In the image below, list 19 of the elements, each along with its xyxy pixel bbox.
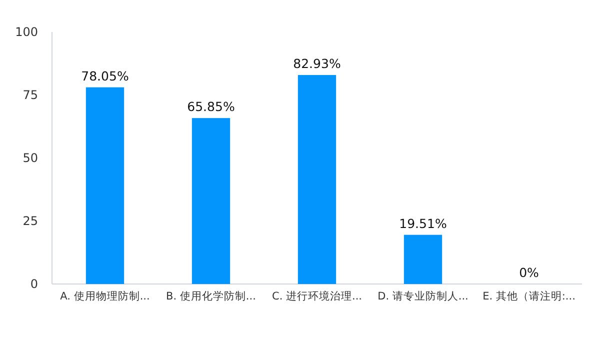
data-label: 82.93% — [293, 56, 341, 72]
y-tick-label: 50 — [22, 150, 38, 165]
y-tick-label: 100 — [15, 24, 38, 39]
y-tick-label: 25 — [22, 214, 38, 228]
bar — [86, 87, 124, 284]
x-tick-label: A. 使用物理防制... — [60, 289, 150, 302]
x-tick-label: C. 进行环境治理... — [272, 289, 362, 302]
bar — [192, 118, 230, 284]
y-tick-label: 0 — [30, 276, 38, 291]
x-tick-label: E. 其他（请注明:... — [482, 289, 576, 302]
x-tick-label: D. 请专业防制人... — [378, 289, 468, 302]
data-label: 19.51% — [399, 216, 447, 231]
data-label: 0% — [519, 265, 540, 280]
x-tick-label: B. 使用化学防制... — [166, 289, 256, 302]
data-label: 78.05% — [81, 68, 129, 84]
data-label: 65.85% — [187, 99, 235, 114]
y-tick-label: 75 — [22, 88, 38, 102]
bar — [404, 234, 442, 284]
bar — [298, 75, 336, 284]
